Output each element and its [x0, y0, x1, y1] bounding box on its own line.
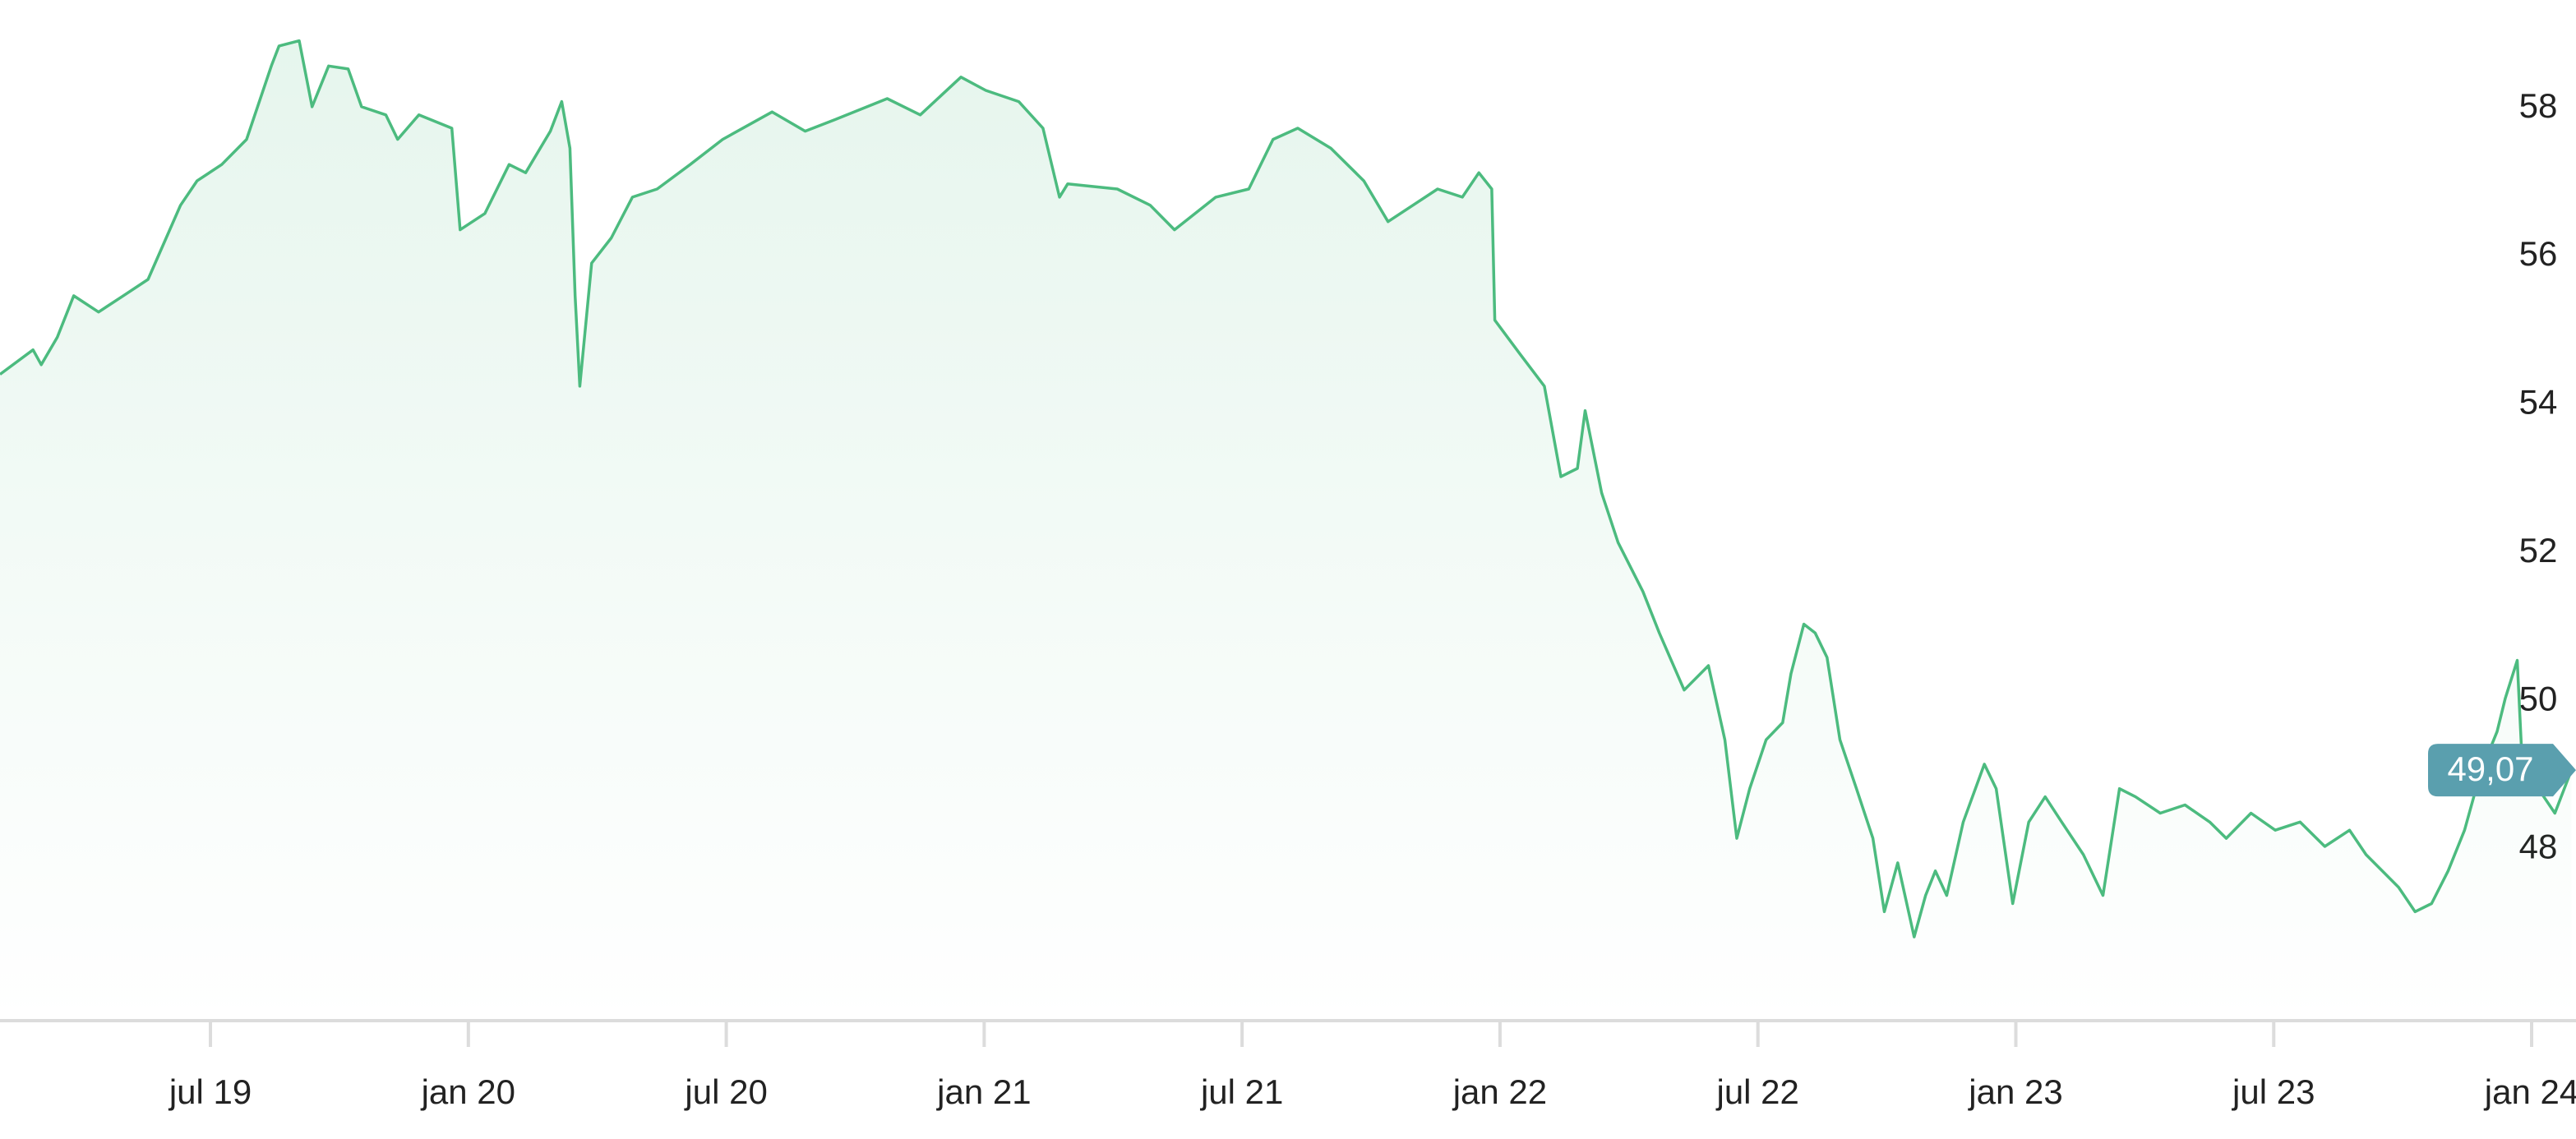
y-tick-label: 56 [2519, 234, 2558, 273]
x-tick-label: jul 23 [2231, 1072, 2315, 1111]
x-tick-label: jan 24 [2483, 1072, 2576, 1111]
current-value-label: 49,07 [2447, 749, 2533, 788]
x-tick-label: jul 20 [683, 1072, 767, 1111]
area-fill [0, 40, 2572, 1021]
price-line [0, 39, 2574, 938]
y-tick-label: 52 [2519, 531, 2558, 570]
y-tick-label: 54 [2519, 383, 2558, 422]
y-tick-label: 50 [2519, 679, 2558, 717]
x-tick-label: jul 22 [1715, 1072, 1798, 1111]
x-tick-label: jul 21 [1199, 1072, 1283, 1111]
x-tick-label: jan 21 [935, 1072, 1031, 1111]
x-tick-label: jul 19 [168, 1072, 252, 1111]
x-tick-label: jan 23 [1967, 1072, 2062, 1111]
x-tick-label: jan 22 [1452, 1072, 1547, 1111]
y-tick-label: 58 [2519, 86, 2558, 125]
current-value-badge [2428, 744, 2576, 797]
x-tick-label: jan 20 [420, 1072, 515, 1111]
